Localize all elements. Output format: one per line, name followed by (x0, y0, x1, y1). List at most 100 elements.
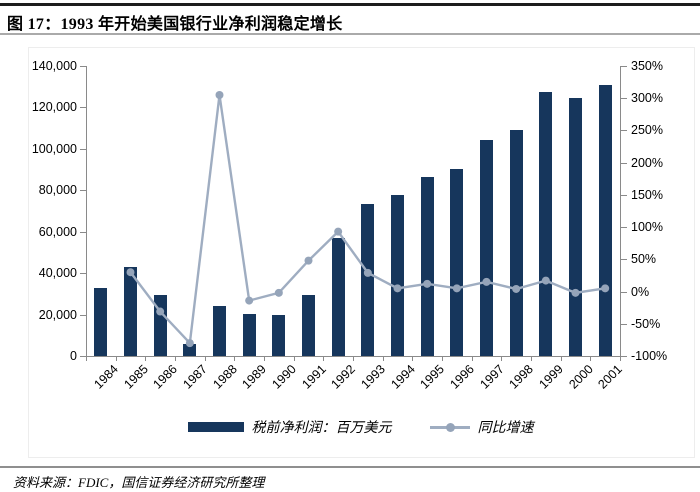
bar-2001 (598, 84, 612, 356)
y-axis-left-tick (80, 314, 86, 316)
y-axis-right-tick (621, 162, 627, 164)
y-axis-right-tick (621, 259, 627, 261)
chart-legend: 税前净利润：百万美元 同比增速 (29, 417, 692, 437)
x-axis-label-1991: 1991 (298, 362, 329, 392)
y-axis-left-label: 120,000 (31, 100, 77, 115)
y-axis-right-label: 100% (631, 220, 663, 235)
x-axis-label-1994: 1994 (387, 362, 418, 392)
y-axis-right-label: 50% (631, 252, 657, 267)
y-axis-right-tick (621, 356, 627, 357)
x-axis-label-1989: 1989 (239, 362, 270, 392)
y-axis-right-tick (621, 98, 627, 100)
y-axis-left-label: 60,000 (38, 224, 77, 239)
x-axis-label-1999: 1999 (536, 362, 566, 392)
bar-1994 (391, 195, 404, 356)
x-axis-tick (234, 357, 236, 361)
x-axis-tick (620, 357, 621, 361)
x-axis-label-1993: 1993 (358, 362, 388, 392)
y-axis-right-label: 350% (631, 59, 663, 73)
growth-line-marker (245, 296, 254, 305)
bar-1997 (480, 139, 493, 356)
y-axis-right-tick (621, 323, 627, 325)
y-axis-left-label: 20,000 (38, 307, 77, 322)
bar-1992 (331, 237, 345, 356)
y-axis-right-label: 250% (631, 123, 663, 138)
x-axis-line (86, 356, 621, 357)
y-axis-left-tick (80, 356, 86, 357)
x-axis-tick (531, 357, 532, 361)
x-axis-label-1990: 1990 (269, 362, 299, 392)
y-axis-right-label: -100% (631, 349, 668, 363)
x-axis-tick (264, 357, 265, 361)
legend-line-swatch (429, 422, 470, 432)
bar-1996 (450, 168, 464, 356)
x-axis-tick (86, 357, 87, 361)
growth-line-marker (274, 288, 283, 297)
legend-line-label: 同比增速 (477, 421, 534, 436)
y-axis-left-tick (80, 107, 86, 109)
x-axis-tick (560, 357, 562, 361)
y-axis-left-tick (80, 66, 86, 67)
y-axis-right-label: 300% (631, 91, 663, 106)
bar-1990 (272, 314, 286, 356)
y-axis-right-label: 200% (631, 155, 663, 170)
bar-1993 (361, 203, 375, 356)
y-axis-left-label: 140,000 (31, 59, 77, 73)
y-axis-left-tick (80, 231, 86, 233)
title-divider-rule (0, 33, 700, 35)
x-axis-label-1992: 1992 (328, 362, 359, 392)
bar-1988 (213, 306, 226, 356)
x-axis-tick (323, 357, 325, 361)
y-axis-right-line (620, 66, 621, 356)
source-text: 资料来源：FDIC，国信证券经济研究所整理 (13, 475, 265, 490)
x-axis-tick (353, 357, 354, 361)
x-axis-tick (115, 357, 117, 361)
y-axis-left-tick (80, 190, 86, 192)
y-axis-left-tick (80, 148, 86, 150)
x-axis-label-1998: 1998 (506, 362, 537, 392)
x-axis-tick (412, 357, 414, 361)
x-axis-label-1988: 1988 (209, 362, 240, 392)
x-axis-label-1996: 1996 (447, 362, 477, 392)
bar-1995 (420, 176, 434, 356)
y-axis-right-label: -50% (631, 316, 661, 331)
y-axis-right-tick (621, 66, 627, 67)
x-axis-label-1995: 1995 (417, 362, 448, 392)
y-axis-right-tick (621, 227, 627, 229)
x-axis-label-2001: 2001 (595, 362, 626, 392)
y-axis-right-tick (621, 291, 627, 293)
bar-1989 (242, 313, 256, 356)
y-axis-left-label: 80,000 (38, 183, 77, 198)
x-axis-tick (471, 357, 473, 361)
bar-1984 (94, 287, 108, 356)
x-axis-label-1997: 1997 (476, 362, 507, 392)
y-axis-right-label: 150% (631, 187, 663, 202)
x-axis-label-2000: 2000 (565, 362, 596, 392)
y-axis-right-label: 0% (631, 284, 650, 299)
x-axis-label-1984: 1984 (91, 362, 121, 392)
x-axis-tick (293, 357, 295, 361)
y-axis-left-label: 100,000 (31, 141, 77, 156)
source-divider-rule (0, 466, 700, 468)
legend-bar-label: 税前净利润：百万美元 (251, 421, 392, 436)
x-axis-tick (175, 357, 176, 361)
bar-1987 (183, 343, 197, 356)
growth-line-marker (215, 91, 224, 99)
bar-1986 (153, 294, 167, 356)
figure-title: 图 17：1993 年开始美国银行业净利润稳定增长 (7, 16, 343, 33)
x-axis-label-1985: 1985 (120, 362, 151, 392)
bar-2000 (569, 98, 582, 356)
y-axis-left-label: 40,000 (38, 266, 77, 281)
y-axis-right-tick (621, 130, 627, 132)
y-axis-left-line (86, 66, 87, 356)
bar-1999 (539, 91, 553, 356)
x-axis-tick (442, 357, 443, 361)
y-axis-right-tick (621, 194, 627, 196)
growth-line-marker (304, 256, 313, 265)
x-axis-tick (501, 357, 503, 361)
x-axis-tick (590, 357, 592, 361)
x-axis-label-1986: 1986 (150, 362, 181, 392)
bar-1991 (302, 294, 315, 356)
x-axis-label-1987: 1987 (180, 362, 210, 392)
